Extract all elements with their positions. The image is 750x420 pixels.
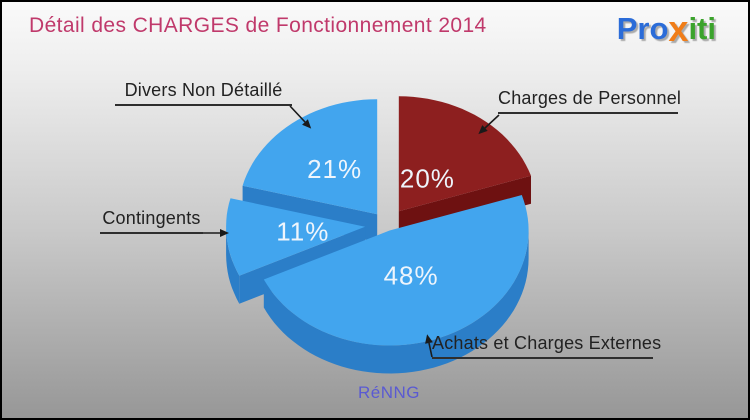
logo-x-icon: x bbox=[668, 8, 689, 49]
pie-slice-top bbox=[226, 198, 366, 276]
callout-arrowhead bbox=[302, 119, 312, 129]
logo-part-iti: iti bbox=[688, 11, 716, 46]
callout-leader-line bbox=[428, 342, 433, 358]
callout-leader-line bbox=[484, 114, 500, 129]
callout-label-divers-non-detaille: Divers Non Détaillé bbox=[115, 80, 292, 106]
logo-part-pro: Pro bbox=[616, 11, 669, 46]
callout-label-achats-et-charges-externes: Achats et Charges Externes bbox=[432, 333, 661, 359]
pie-percent-label: 48% bbox=[384, 260, 439, 290]
callout-label-charges-de-personnel: Charges de Personnel bbox=[498, 88, 681, 114]
callout-label-contingents: Contingents bbox=[100, 208, 203, 234]
pie-slice-top bbox=[398, 96, 531, 212]
pie-percent-label: 11% bbox=[276, 217, 329, 247]
proxiti-logo: Proxiti bbox=[616, 6, 716, 49]
callout-arrowhead bbox=[425, 334, 433, 344]
watermark-commune-name: RéNNG bbox=[357, 383, 420, 402]
pie-percent-label: 21% bbox=[307, 154, 362, 184]
pie-slice-top bbox=[242, 99, 378, 215]
pie-slice-rim bbox=[263, 230, 529, 374]
callout-arrowhead bbox=[478, 125, 488, 135]
pie-slice-rim bbox=[226, 226, 240, 304]
callout-leader-line bbox=[289, 105, 306, 123]
callout-arrowhead bbox=[220, 229, 229, 237]
page-title: Détail des CHARGES de Fonctionnement 201… bbox=[29, 14, 487, 37]
pie-percent-label: 20% bbox=[400, 164, 455, 194]
pie-slice-top bbox=[263, 195, 529, 346]
